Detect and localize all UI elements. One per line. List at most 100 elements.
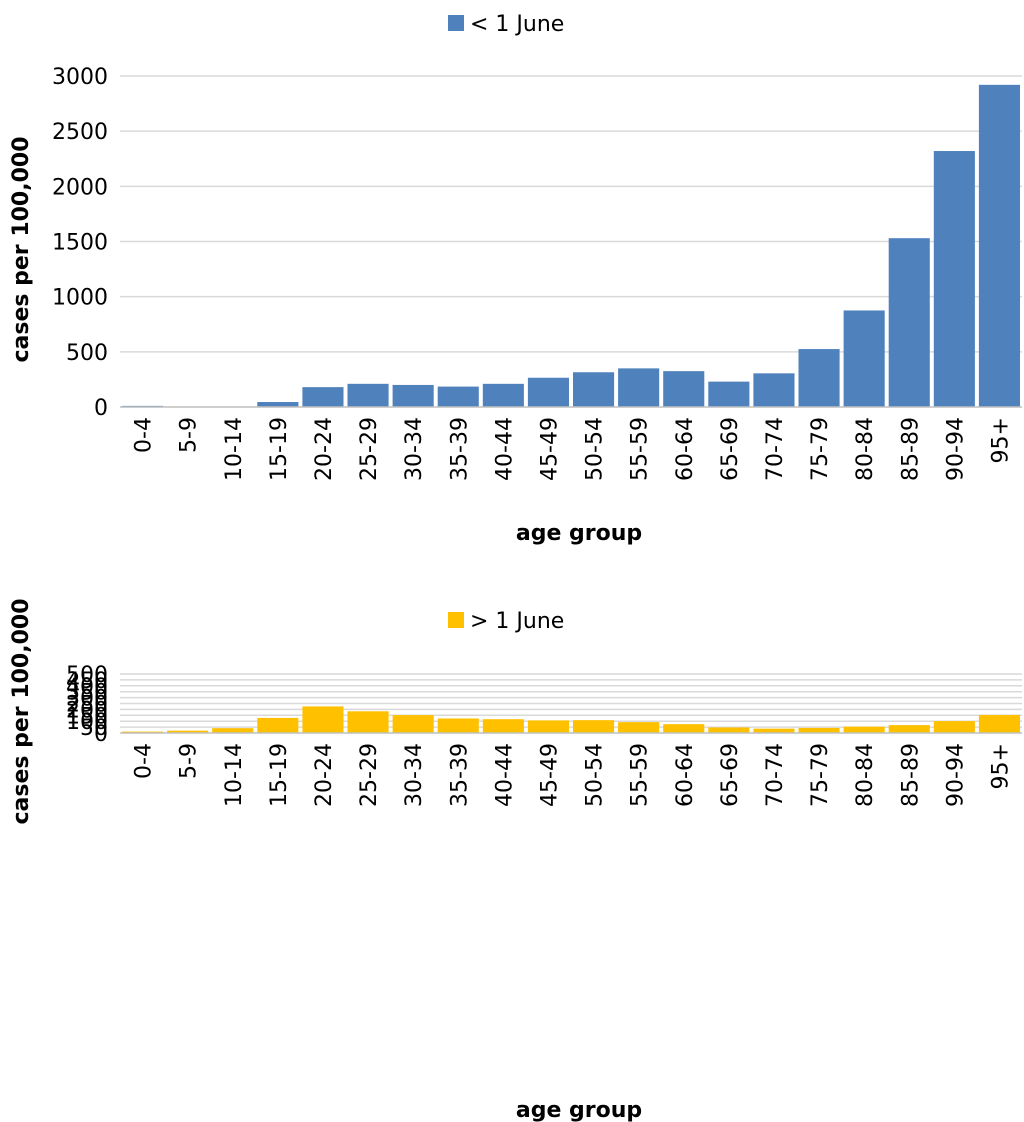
bar-60-64 — [663, 724, 705, 733]
x-tick-label: 0-4 — [132, 743, 157, 779]
x-tick-label: 30-34 — [402, 743, 427, 807]
bar-70-74 — [753, 728, 795, 733]
bar-40-44 — [482, 719, 524, 733]
x-tick-label: 70-74 — [763, 417, 788, 481]
x-tick-label: 30-34 — [402, 417, 427, 481]
y-tick-label: 400 — [66, 675, 108, 700]
x-tick-label: 90-94 — [943, 743, 968, 807]
bar-50-54 — [573, 372, 615, 407]
y-tick-label: 50 — [80, 716, 108, 741]
x-tick-label: 5-9 — [177, 743, 202, 779]
y-tick-label: 500 — [66, 663, 108, 688]
x-tick-label: 35-39 — [447, 743, 472, 807]
x-tick-label: 85-89 — [898, 417, 923, 481]
bar-30-34 — [392, 715, 434, 733]
x-tick-label: 65-69 — [718, 743, 743, 807]
bar-5-9 — [167, 730, 209, 733]
bar-40-44 — [482, 383, 524, 407]
x-tick-label: 45-49 — [537, 417, 562, 481]
x-tick-label: 40-44 — [492, 417, 517, 481]
y-tick-label: 3000 — [52, 65, 108, 90]
legend-swatch — [448, 612, 464, 628]
bar-85-89 — [888, 238, 930, 407]
bar-60-64 — [663, 371, 705, 407]
x-axis-title: age group — [516, 521, 642, 546]
x-tick-label: 40-44 — [492, 743, 517, 807]
x-tick-label: 50-54 — [583, 743, 608, 807]
x-tick-label: 60-64 — [673, 417, 698, 481]
bar-70-74 — [753, 373, 795, 407]
x-tick-label: 45-49 — [537, 743, 562, 807]
bar-80-84 — [843, 726, 885, 733]
y-axis-title: cases per 100,000 — [9, 598, 34, 824]
y-tick-label: 0 — [94, 722, 108, 747]
legend-label: > 1 June — [470, 609, 564, 634]
y-tick-label: 150 — [66, 704, 108, 729]
y-tick-label: 450 — [66, 669, 108, 694]
x-tick-label: 65-69 — [718, 417, 743, 481]
bar-75-79 — [798, 349, 840, 407]
legend: > 1 June — [448, 609, 564, 634]
y-tick-label: 250 — [66, 693, 108, 718]
bar-45-49 — [527, 377, 569, 407]
bar-15-19 — [257, 402, 299, 407]
bar-65-69 — [708, 381, 750, 407]
bar-50-54 — [573, 720, 615, 733]
bar-80-84 — [843, 310, 885, 407]
x-tick-label: 10-14 — [222, 417, 247, 481]
x-tick-label: 60-64 — [673, 743, 698, 807]
bar-25-29 — [347, 383, 389, 407]
bar-15-19 — [257, 717, 299, 733]
x-tick-label: 75-79 — [808, 417, 833, 481]
y-tick-label: 2500 — [52, 120, 108, 145]
x-tick-label: 20-24 — [312, 743, 337, 807]
chart-before-june: 0 500 1000 1500 2000 2500 3000 0-4 5-9 10-14 15-19… — [9, 12, 1022, 546]
bar-20-24 — [302, 387, 344, 407]
y-tick-label: 1000 — [52, 286, 108, 311]
legend-label: < 1 June — [470, 12, 564, 37]
bar-90-94 — [933, 721, 975, 733]
x-tick-label: 90-94 — [943, 417, 968, 481]
x-tick-label: 15-19 — [267, 743, 292, 807]
y-tick-label: 1500 — [52, 231, 108, 256]
bar-85-89 — [888, 725, 930, 733]
x-tick-label: 35-39 — [447, 417, 472, 481]
y-tick-label: 350 — [66, 681, 108, 706]
y-tick-label: 300 — [66, 687, 108, 712]
x-tick-label: 0-4 — [132, 417, 157, 453]
x-tick-label: 75-79 — [808, 743, 833, 807]
bar-35-39 — [437, 386, 479, 407]
x-tick-label: 95+ — [988, 743, 1013, 789]
bar-35-39 — [437, 718, 479, 733]
y-tick-label: 100 — [66, 710, 108, 735]
x-tick-label: 95+ — [988, 417, 1013, 463]
x-tick-label: 10-14 — [222, 743, 247, 807]
legend-swatch — [448, 15, 464, 31]
x-tick-label: 55-59 — [628, 743, 653, 807]
bar-25-29 — [347, 711, 389, 733]
bar-95+ — [978, 714, 1020, 733]
bar-20-24 — [302, 706, 344, 733]
x-tick-label: 85-89 — [898, 743, 923, 807]
x-tick-label: 25-29 — [357, 743, 382, 807]
bar-55-59 — [618, 722, 660, 733]
bar-55-59 — [618, 368, 660, 407]
x-tick-label: 15-19 — [267, 417, 292, 481]
bar-45-49 — [527, 720, 569, 733]
y-tick-label: 500 — [66, 341, 108, 366]
y-tick-label: 2000 — [52, 175, 108, 200]
y-tick-label: 0 — [94, 396, 108, 421]
y-axis-title: cases per 100,000 — [9, 136, 34, 362]
bar-10-14 — [212, 728, 254, 733]
x-tick-label: 80-84 — [853, 417, 878, 481]
x-axis-title: age group — [516, 1098, 642, 1122]
bar-75-79 — [798, 727, 840, 733]
legend: < 1 June — [448, 12, 564, 37]
x-tick-label: 55-59 — [628, 417, 653, 481]
bar-30-34 — [392, 384, 434, 407]
bar-95+ — [978, 84, 1020, 408]
bar-65-69 — [708, 727, 750, 733]
y-tick-label: 200 — [66, 698, 108, 723]
